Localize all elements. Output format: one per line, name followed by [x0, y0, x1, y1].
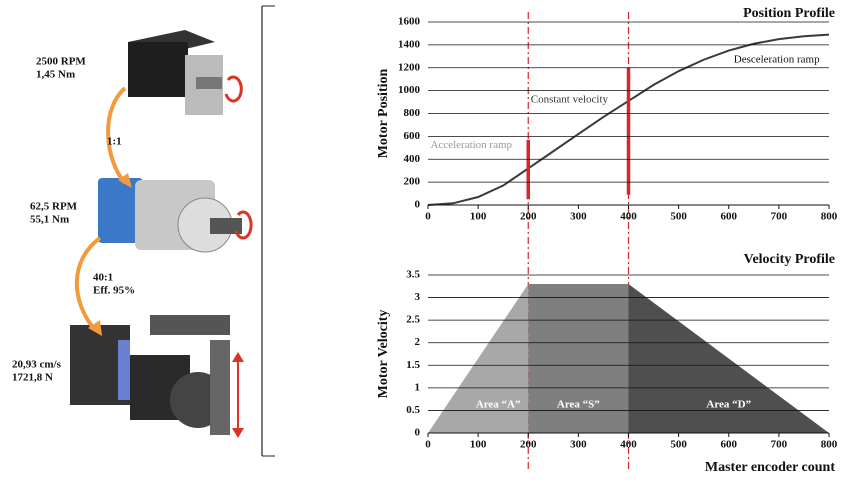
stage-torque: 1,45 Nm: [36, 69, 75, 81]
region-label: Area “S”: [557, 399, 600, 411]
y-tick-label: 1400: [398, 38, 421, 50]
y-tick-label: 400: [404, 153, 421, 165]
y-tick-label: 1.5: [406, 359, 420, 371]
annotation: Constant velocity: [531, 93, 609, 105]
x-tick-label: 800: [821, 439, 838, 451]
y-tick-label: 600: [404, 130, 421, 142]
y-tick-label: 1000: [398, 84, 421, 96]
y-tick-label: 0.5: [406, 404, 420, 416]
page: 2500 RPM 1,45 Nm 1:1 62,5 RPM 55,1 Nm 40…: [0, 0, 841, 483]
x-tick-label: 300: [570, 439, 587, 451]
x-tick-label: 200: [520, 439, 537, 451]
x-axis-label: Master encoder count: [705, 460, 835, 475]
stage-torque: 55,1 Nm: [30, 214, 69, 226]
x-tick-label: 700: [771, 211, 788, 223]
y-axis-label: Motor Velocity: [376, 310, 391, 399]
y-tick-label: 0: [415, 427, 421, 439]
chart-title: Position Profile: [743, 6, 835, 21]
region-label: Area “D”: [706, 399, 751, 411]
x-tick-label: 300: [570, 211, 587, 223]
x-tick-label: 100: [470, 439, 487, 451]
y-tick-label: 200: [404, 176, 421, 188]
y-tick-label: 0: [415, 199, 421, 211]
x-tick-label: 600: [721, 211, 738, 223]
stage-speed: 2500 RPM: [36, 56, 86, 68]
y-tick-label: 2.5: [406, 314, 420, 326]
region-label: Area “A”: [476, 399, 521, 411]
stage-speed: 62,5 RPM: [30, 201, 78, 213]
y-tick-label: 1600: [398, 16, 421, 28]
x-tick-label: 600: [721, 439, 738, 451]
ratio: 1:1: [107, 136, 122, 148]
annotation: Acceleration ramp: [431, 139, 513, 151]
y-tick-label: 1: [415, 381, 421, 393]
efficiency: Eff. 95%: [93, 285, 135, 297]
y-tick-label: 3.5: [406, 269, 420, 281]
stage-speed: 20,93 cm/s: [12, 359, 62, 371]
x-tick-label: 0: [425, 439, 431, 451]
y-tick-label: 800: [404, 107, 421, 119]
x-tick-label: 200: [520, 211, 537, 223]
chart-title: Velocity Profile: [744, 252, 835, 267]
y-tick-label: 3: [415, 291, 421, 303]
x-tick-label: 0: [425, 211, 431, 223]
x-tick-label: 800: [821, 211, 838, 223]
stage-torque: 1721,8 N: [12, 372, 53, 384]
x-tick-label: 500: [670, 439, 687, 451]
y-tick-label: 1200: [398, 61, 421, 73]
x-tick-label: 500: [670, 211, 687, 223]
ratio: 40:1: [93, 272, 113, 284]
y-tick-label: 2: [415, 336, 421, 348]
x-tick-label: 100: [470, 211, 487, 223]
annotation: Desceleration ramp: [734, 53, 820, 65]
x-tick-label: 700: [771, 439, 788, 451]
x-tick-label: 400: [620, 439, 637, 451]
illustration: [70, 6, 275, 456]
x-tick-label: 400: [620, 211, 637, 223]
y-axis-label: Motor Position: [376, 69, 391, 159]
